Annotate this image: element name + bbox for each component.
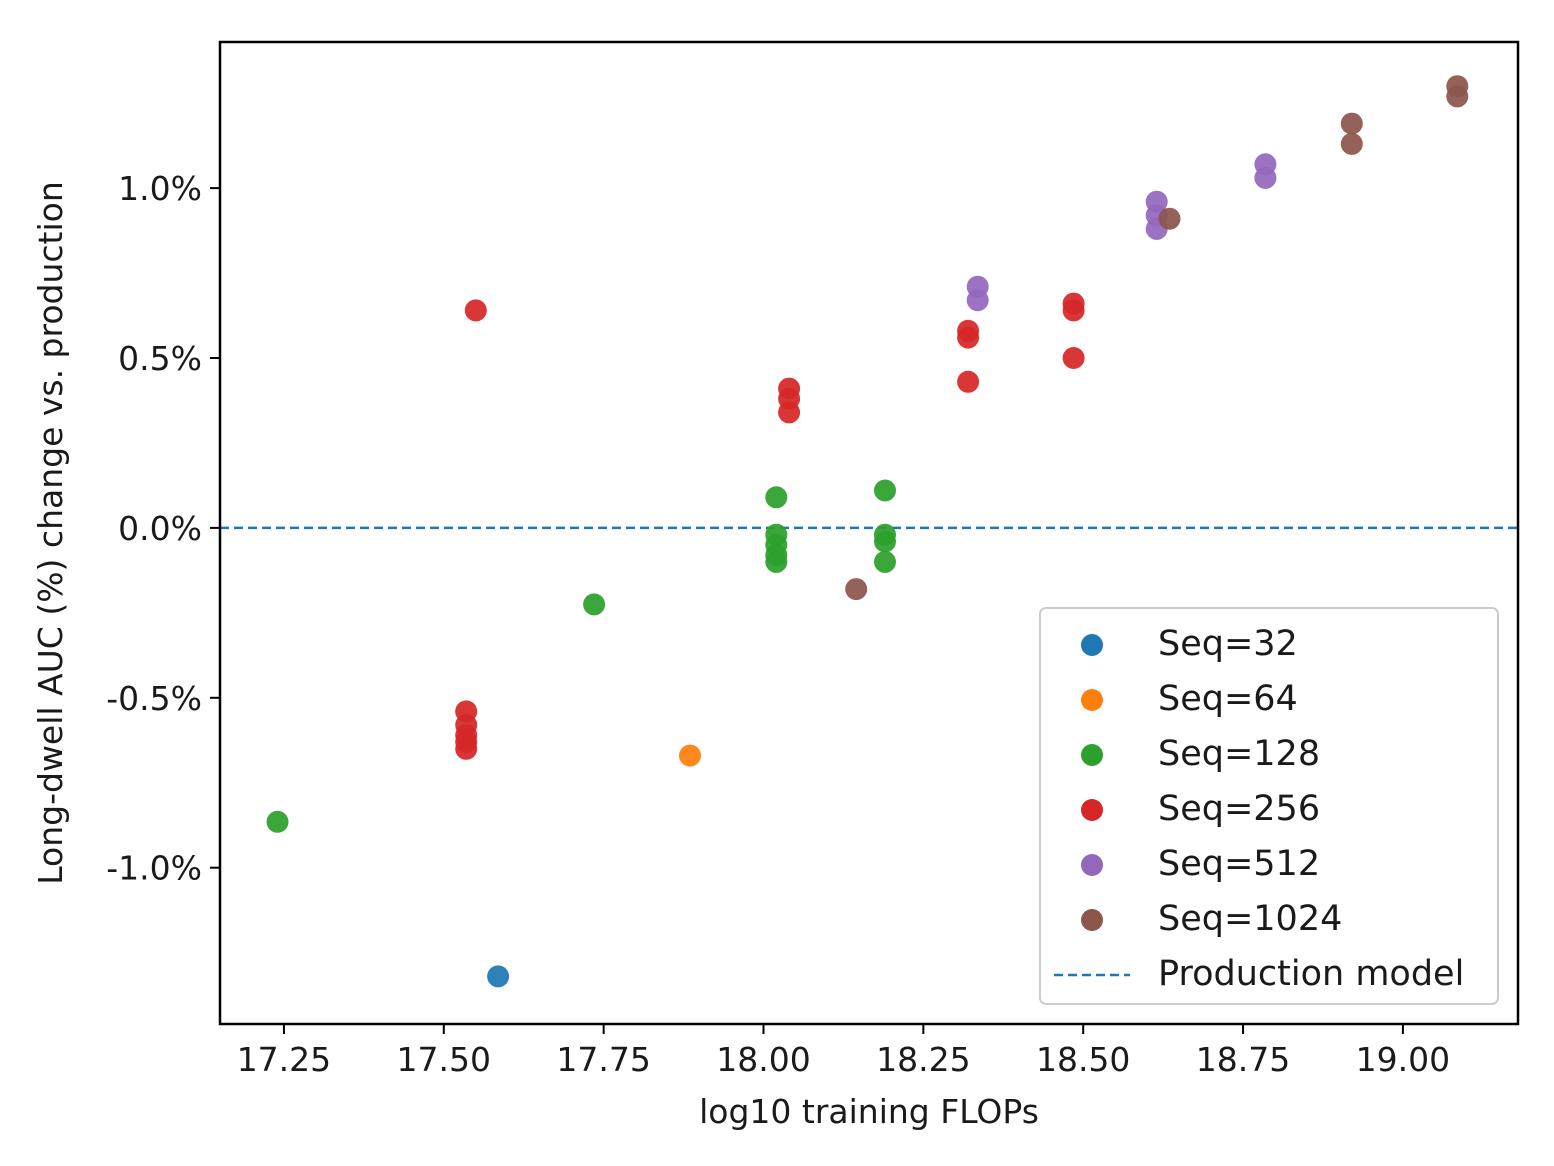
x-axis-label: log10 training FLOPs [699,1092,1039,1131]
plot-frame [218,40,1520,1026]
data-point [266,810,289,833]
legend-label: Seq=512 [1158,844,1320,884]
data-point [1340,112,1363,135]
data-point [487,965,510,988]
x-tick-label: 18.75 [1196,1040,1290,1079]
x-tick-label: 18.25 [876,1040,970,1079]
y-tick-label: 0.5% [118,339,202,378]
data-point [957,326,980,349]
x-tick-label: 17.75 [556,1040,650,1079]
data-point [765,486,788,509]
data-point [464,299,487,322]
data-points-layer [266,75,1469,988]
data-point [957,370,980,393]
y-axis-label: Long-dwell AUC (%) change vs. production [31,181,70,885]
legend-marker [1081,909,1103,931]
y-tick-label: -1.0% [106,849,202,888]
data-point [455,737,478,760]
data-point [1446,85,1469,108]
data-point [679,744,701,767]
data-point [1062,299,1085,322]
x-tick-label: 19.00 [1356,1040,1450,1079]
data-point [778,401,801,424]
x-axis: 17.25 17.50 17.75 18.00 18.25 18.50 18.75 19.00 [237,1024,1450,1079]
data-point [1340,132,1363,155]
data-point [874,479,896,502]
data-point [845,578,868,601]
legend-box [1039,607,1499,1005]
legend-label: Seq=128 [1158,734,1320,774]
data-point [765,550,788,573]
legend-label: Seq=1024 [1158,899,1342,939]
legend-marker [1081,634,1103,656]
x-tick-label: 17.50 [397,1040,491,1079]
legend-label: Seq=64 [1158,679,1298,719]
y-tick-label: -0.5% [106,679,202,718]
x-tick-label: 18.50 [1036,1040,1130,1079]
y-tick-label: 0.0% [118,509,202,548]
legend: Seq=32 Seq=64 Seq=128 Seq=256 Seq=512 Seq=102… [1039,607,1499,1005]
data-point [874,550,896,573]
data-point [1062,347,1085,369]
legend-label: Production model [1158,954,1464,994]
x-tick-label: 18.00 [716,1040,810,1079]
data-point [583,593,606,616]
y-axis: -1.0% -0.5% 0.0% 0.5% 1.0% [106,169,220,888]
legend-marker [1081,799,1103,821]
legend-marker [1081,744,1103,766]
data-point [966,289,989,312]
legend-label: Seq=32 [1158,624,1298,664]
legend-marker [1081,854,1103,876]
data-point [874,530,896,553]
legend-marker [1081,689,1103,711]
x-tick-label: 17.25 [237,1040,331,1079]
legend-label: Seq=256 [1158,789,1320,829]
data-point [1158,207,1181,230]
data-point [1254,166,1277,189]
y-tick-label: 1.0% [118,169,202,208]
